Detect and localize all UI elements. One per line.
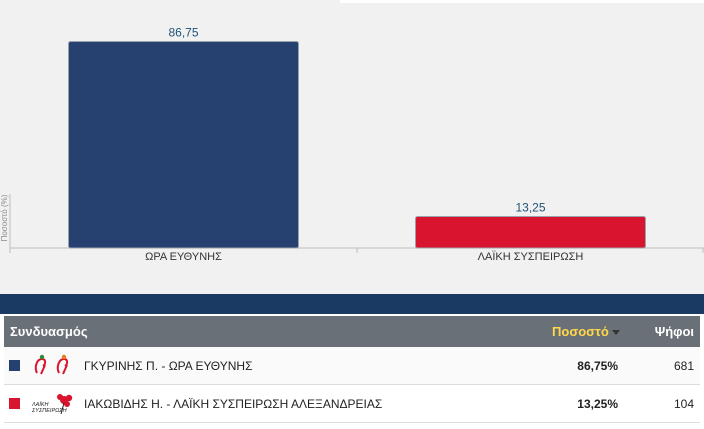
bar-value-label: 13,25 <box>515 200 545 214</box>
table-row: ΓΚΥΡΙΝΗΣ Π. - ΩΡΑ ΕΥΘΥΝΗΣ 86,75% 681 <box>4 347 700 385</box>
section-divider-band <box>0 294 704 314</box>
coalition-name: ΓΚΥΡΙΝΗΣ Π. - ΩΡΑ ΕΥΘΥΝΗΣ <box>84 359 253 373</box>
bar-2 <box>415 215 646 249</box>
results-table: Συνδυασμός Ποσοστό Ψήφοι ΓΚΥΡΙΝΗΣ Π. - Ω… <box>0 314 704 423</box>
header-votes[interactable]: Ψήφοι <box>654 324 694 339</box>
coalition-percent: 86,75% <box>577 359 618 373</box>
chart-top-strip <box>340 0 704 3</box>
coalition-votes: 681 <box>673 359 694 373</box>
ora-eythynis-logo-icon <box>34 354 69 375</box>
y-axis-label: Ποσοστό (%) <box>0 194 9 242</box>
chart-panel: 86,75 ΩΡΑ ΕΥΘΥΝΗΣ 13,25 ΛΑΪΚΗ ΣΥΣΠΕΙΡΩΣΗ Πο… <box>0 0 704 294</box>
table-header: Συνδυασμός Ποσοστό Ψήφοι <box>4 316 700 347</box>
coalition-votes: 104 <box>673 397 694 411</box>
party-color-swatch <box>9 398 20 409</box>
header-coalition[interactable]: Συνδυασμός <box>10 324 88 339</box>
category-tick-label: ΛΑΪΚΗ ΣΥΣΠΕΙΡΩΣΗ <box>478 251 584 263</box>
table-row: ΛΑΪΚΗ ΣΥΣΠΕΙΡΩΣΗ ΙΑΚΩΒΙΔΗΣ Η. - ΛΑΪΚΗ ΣΥ… <box>4 385 700 423</box>
header-percent[interactable]: Ποσοστό <box>552 324 609 339</box>
bar-value-label: 86,75 <box>168 26 198 40</box>
coalition-name: ΙΑΚΩΒΙΔΗΣ Η. - ΛΑΪΚΗ ΣΥΣΠΕΙΡΩΣΗ ΑΛΕΞΑΝΔΡ… <box>84 397 383 411</box>
bar-1 <box>68 41 299 249</box>
category-tick-label: ΩΡΑ ΕΥΘΥΝΗΣ <box>145 251 222 263</box>
svg-text:ΣΥΣΠΕΙΡΩΣΗ: ΣΥΣΠΕΙΡΩΣΗ <box>31 408 67 414</box>
svg-text:ΛΑΪΚΗ: ΛΑΪΚΗ <box>31 401 49 408</box>
sort-descending-icon[interactable] <box>612 330 620 335</box>
bar-chart: 86,75 ΩΡΑ ΕΥΘΥΝΗΣ 13,25 ΛΑΪΚΗ ΣΥΣΠΕΙΡΩΣΗ <box>9 26 704 263</box>
party-color-swatch <box>9 360 20 371</box>
coalition-percent: 13,25% <box>577 397 618 411</box>
laiki-syspeirosi-logo-icon: ΛΑΪΚΗ ΣΥΣΠΕΙΡΩΣΗ <box>31 394 73 415</box>
